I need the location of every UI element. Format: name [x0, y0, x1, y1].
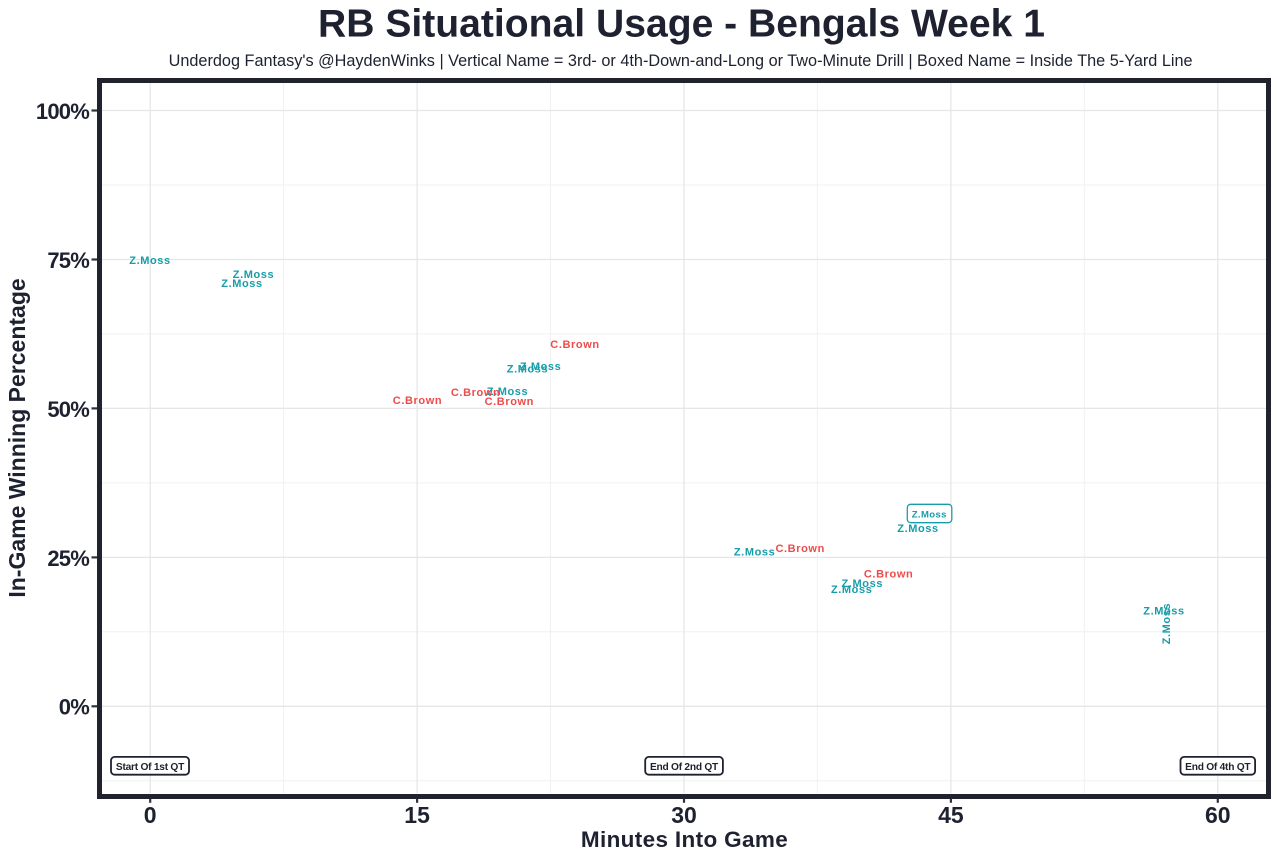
svg-text:End Of 4th QT: End Of 4th QT: [1185, 762, 1251, 773]
svg-text:Z.Moss: Z.Moss: [1161, 603, 1173, 645]
svg-text:C.Brown: C.Brown: [775, 543, 824, 555]
svg-text:C.Brown: C.Brown: [864, 568, 913, 580]
svg-text:100%: 100%: [36, 99, 89, 124]
svg-text:RB Situational Usage - Bengals: RB Situational Usage - Bengals Week 1: [318, 2, 1045, 45]
svg-text:Z.Moss: Z.Moss: [734, 547, 776, 559]
svg-text:Start Of 1st QT: Start Of 1st QT: [116, 762, 185, 773]
svg-text:C.Brown: C.Brown: [393, 395, 442, 407]
svg-text:0: 0: [144, 802, 157, 828]
svg-text:Z.Moss: Z.Moss: [912, 509, 947, 520]
svg-text:Z.Moss: Z.Moss: [842, 578, 884, 590]
svg-text:15: 15: [404, 802, 430, 828]
svg-text:Z.Moss: Z.Moss: [831, 584, 873, 596]
svg-text:50%: 50%: [47, 397, 89, 422]
svg-text:0%: 0%: [59, 695, 89, 720]
svg-text:Z.Moss: Z.Moss: [233, 269, 275, 281]
svg-text:In-Game Winning Percentage: In-Game Winning Percentage: [4, 278, 30, 597]
svg-text:Minutes Into Game: Minutes Into Game: [581, 827, 788, 852]
svg-text:Z.Moss: Z.Moss: [520, 361, 562, 373]
svg-text:45: 45: [938, 802, 964, 828]
svg-text:Underdog Fantasy's @HaydenWink: Underdog Fantasy's @HaydenWinks | Vertic…: [169, 52, 1193, 70]
svg-text:C.Brown: C.Brown: [451, 387, 500, 399]
svg-text:30: 30: [671, 802, 697, 828]
svg-text:Z.Moss: Z.Moss: [221, 278, 263, 290]
svg-text:C.Brown: C.Brown: [485, 396, 534, 408]
svg-text:Z.Moss: Z.Moss: [897, 523, 939, 535]
svg-text:End Of 2nd QT: End Of 2nd QT: [650, 762, 719, 773]
svg-text:25%: 25%: [47, 546, 89, 571]
svg-text:Z.Moss: Z.Moss: [1143, 606, 1185, 618]
svg-text:C.Brown: C.Brown: [550, 339, 599, 351]
svg-text:75%: 75%: [47, 248, 89, 273]
svg-text:60: 60: [1205, 802, 1231, 828]
svg-text:Z.Moss: Z.Moss: [507, 364, 549, 376]
svg-text:Z.Moss: Z.Moss: [129, 255, 171, 267]
svg-text:Z.Moss: Z.Moss: [487, 386, 529, 398]
